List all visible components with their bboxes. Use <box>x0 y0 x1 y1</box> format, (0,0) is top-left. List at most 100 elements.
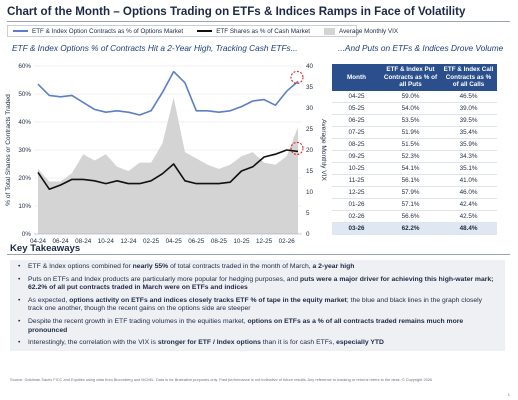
table-row: 04-25 59.0% 46.5% <box>332 90 497 103</box>
takeaway-bullet: • As expected, options activity on ETFs a… <box>18 297 497 314</box>
takeaway-emphasis: stronger for ETF / Index options <box>157 339 261 347</box>
legend-label-vix: Average Monthly VIX <box>338 27 399 35</box>
table-row: 01-26 57.1% 42.4% <box>332 198 497 211</box>
table-cell-month: 10-25 <box>332 162 381 175</box>
x-tick-label: 08-25 <box>211 238 228 245</box>
y2-tick-label: 0 <box>306 231 310 238</box>
legend-swatch-gray <box>323 27 335 35</box>
table-cell-calls: 35.9% <box>440 138 497 151</box>
table-cell-month: 11-25 <box>332 174 381 187</box>
bullet-dot-icon: • <box>18 275 21 283</box>
table-cell-month: 09-25 <box>332 150 381 163</box>
page-title: Chart of the Month – Options Trading on … <box>7 5 466 18</box>
table-row: 10-25 54.1% 35.1% <box>332 162 497 175</box>
table-cell-puts: 53.5% <box>381 114 440 127</box>
table-row: 03-26 62.2% 48.4% <box>332 222 497 235</box>
takeaway-emphasis: options on ETFs as a % of all contracts … <box>28 317 464 334</box>
vix-area <box>38 97 298 234</box>
takeaway-fragment: Puts on ETFs and Index products are part… <box>28 275 301 283</box>
table-cell-month: 02-26 <box>332 210 381 223</box>
table-cell-calls: 48.4% <box>440 222 497 235</box>
table-cell-puts: 56.1% <box>381 174 440 187</box>
table-cell-calls: 42.5% <box>440 210 497 223</box>
y-tick-label: 60% <box>18 63 31 70</box>
chart-subtitle: ETF & Index Options % of Contracts Hit a… <box>12 43 298 53</box>
y-tick-label: 40% <box>18 119 31 126</box>
table-cell-month: 06-25 <box>332 114 381 127</box>
table-row: 02-26 56.6% 42.5% <box>332 210 497 223</box>
table-cell-puts: 56.6% <box>381 210 440 223</box>
takeaway-text: As expected, options activity on ETFs an… <box>28 297 497 314</box>
page-number: 1 <box>507 392 510 397</box>
highlight-circle-options <box>290 70 304 84</box>
takeaway-fragment: than it is for cash ETFs, <box>260 339 337 347</box>
source-footnote: Source: Goldman Sachs FICC and Equities … <box>10 377 433 382</box>
table-cell-month: 04-25 <box>332 90 381 103</box>
table-cell-month: 12-25 <box>332 186 381 199</box>
table-cell-month: 05-25 <box>332 102 381 115</box>
table-row: 06-25 53.5% 39.5% <box>332 114 497 127</box>
table-row: 09-25 52.3% 34.3% <box>332 150 497 163</box>
table-cell-puts: 62.2% <box>381 222 440 235</box>
x-tick-label: 10-25 <box>233 238 250 245</box>
table-cell-month: 01-26 <box>332 198 381 211</box>
table-cell-puts: 57.9% <box>381 186 440 199</box>
table-cell-puts: 51.9% <box>381 126 440 139</box>
legend-item-vix: Average Monthly VIX <box>323 27 399 35</box>
table-row: 07-25 51.9% 35.4% <box>332 126 497 139</box>
x-tick-label: 10-24 <box>98 238 115 245</box>
takeaway-text: Puts on ETFs and Index products are part… <box>28 276 497 293</box>
table-cell-puts: 52.3% <box>381 150 440 163</box>
table-cell-calls: 42.4% <box>440 198 497 211</box>
takeaway-emphasis: especially YTD <box>336 339 384 347</box>
key-takeaways-divider <box>7 254 510 255</box>
table-cell-calls: 35.1% <box>440 162 497 175</box>
table-row: 05-25 54.0% 39.0% <box>332 102 497 115</box>
legend-swatch-black <box>197 30 213 32</box>
chart-legend: ETF & Index Option Contracts as % of Opt… <box>7 25 398 37</box>
table-row: 11-25 56.1% 41.0% <box>332 174 497 187</box>
y2-tick-label: 25 <box>306 126 314 133</box>
table-header-row: Month ETF & Index Put Contracts as % of … <box>332 64 497 91</box>
options-share-line <box>37 70 299 116</box>
table-cell-puts: 54.1% <box>381 162 440 175</box>
x-tick-label: 12-25 <box>256 238 273 245</box>
takeaway-fragment: ETF & Index options combined for <box>28 263 133 270</box>
table-header-month: Month <box>332 64 381 91</box>
takeaway-text: Interestingly, the correlation with the … <box>28 339 384 348</box>
bullet-dot-icon: • <box>18 339 21 347</box>
table-cell-month: 08-25 <box>332 138 381 151</box>
y-tick-label: 20% <box>18 175 31 182</box>
legend-item-etf-shares: ETF Shares as % of Cash Market <box>197 28 310 35</box>
takeaway-bullet: • Interestingly, the correlation with the… <box>18 339 497 348</box>
table-row: 12-25 57.9% 46.0% <box>332 186 497 199</box>
table-cell-calls: 41.0% <box>440 174 497 187</box>
y-axis-title: % of Total Shares or Contracts Traded <box>5 94 12 206</box>
legend-label-etf-shares: ETF Shares as % of Cash Market <box>216 27 310 35</box>
takeaway-fragment: Despite the recent growth in ETF trading… <box>28 317 248 325</box>
table-cell-calls: 39.5% <box>440 114 497 127</box>
legend-swatch-blue <box>13 30 28 32</box>
y2-tick-label: 40 <box>306 63 314 70</box>
takeaway-bullet: • ETF & Index options combined for nearly… <box>18 263 497 272</box>
table-cell-month: 07-25 <box>332 126 381 139</box>
takeaway-emphasis: options activity on ETFs and indices clo… <box>69 296 347 304</box>
table-body: 04-25 59.0% 46.5% 05-25 54.0% 39.0% 06-25 53.5%… <box>332 90 497 235</box>
x-tick-label: 02-26 <box>279 238 296 245</box>
bullet-dot-icon: • <box>18 263 21 270</box>
takeaway-fragment: As expected, <box>28 296 70 304</box>
takeaway-fragment: Interestingly, the correlation with the … <box>28 339 158 347</box>
table-header-puts: ETF & Index Put Contracts as % of all Pu… <box>381 64 440 91</box>
takeaway-fragment: of total contracts traded in the month o… <box>168 263 313 270</box>
table-cell-month: 03-26 <box>332 222 381 235</box>
y2-tick-label: 20 <box>306 147 314 154</box>
y-tick-label: 0% <box>22 231 32 238</box>
y2-axis-title: Average Monthly VIX <box>320 119 327 181</box>
key-takeaways-heading: Key Takeaways <box>10 243 81 254</box>
y2-tick-label: 10 <box>306 189 314 196</box>
x-tick-label: 06-24 <box>53 238 70 245</box>
bullet-dot-icon: • <box>18 317 21 325</box>
etf-share-line <box>37 149 299 190</box>
x-tick-label: 02-25 <box>143 238 160 245</box>
table-cell-puts: 51.5% <box>381 138 440 151</box>
